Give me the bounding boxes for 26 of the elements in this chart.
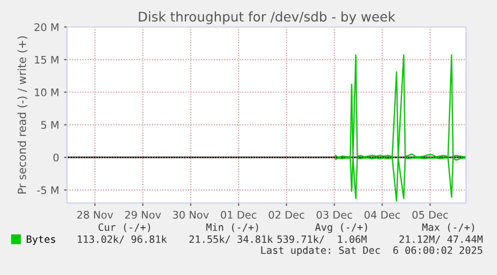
text: Avg (-/+) [315, 223, 368, 233]
y-tick-label: 5 M [41, 121, 58, 129]
text: 21.55k/ 34.81k [189, 235, 273, 244]
text: 113.02k/ 96.81k [78, 235, 167, 244]
text: 21.12M/ 47.44M [399, 235, 483, 244]
y-tick-label: -5 M [37, 186, 58, 194]
x-tick-label: 28 Nov [77, 210, 114, 219]
x-tick-label: 03 Dec [316, 210, 352, 219]
text: Max (-/+) [422, 223, 474, 232]
chart-title: Disk throughput for /dev/sdb - by week [138, 11, 396, 24]
y-axis-title: Pr second read (-) / write (+) [18, 36, 28, 194]
y-tick-label: 10 M [34, 88, 58, 96]
x-tick-label: 30 Nov [173, 210, 209, 219]
x-tick-label: 05 Dec [412, 210, 448, 219]
y-tick-label: 20 M [34, 23, 58, 32]
text: Cur (-/+) [98, 223, 150, 232]
x-tick-label: 04 Dec [364, 210, 400, 219]
legend-label: Bytes [26, 235, 56, 245]
x-tick-label: 02 Dec [268, 210, 304, 219]
y-tick-label: 0 [53, 154, 59, 162]
x-tick-label: 01 Dec [220, 210, 256, 219]
text: Min (-/+) [206, 223, 258, 232]
x-tick-label: 29 Nov [125, 210, 161, 219]
text: Last update: Sat Dec 6 06:00:02 2025 [261, 246, 482, 256]
y-tick-label: 15 M [34, 56, 58, 64]
text: 539.71k/ 1.06M [277, 235, 367, 244]
